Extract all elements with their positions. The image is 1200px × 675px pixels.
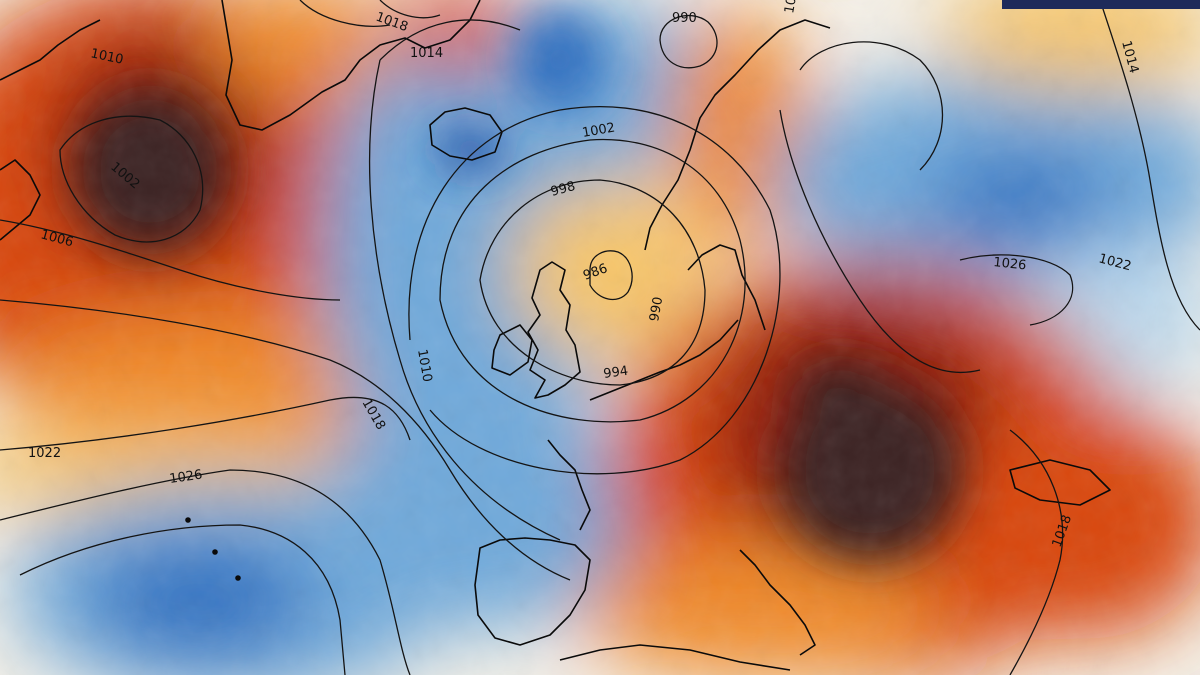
coast-labrador — [0, 19, 101, 241]
isobar-line — [439, 138, 746, 423]
island-azores-1 — [212, 549, 218, 555]
isobar-label: 1022 — [28, 446, 61, 461]
isobar-line — [1009, 429, 1064, 675]
coastlines — [0, 0, 1111, 671]
corner-tab — [1002, 0, 1200, 9]
coast-north-africa — [559, 644, 791, 671]
island-azores-3 — [185, 517, 191, 523]
coast-iceland — [429, 107, 503, 161]
isobar-line — [0, 396, 411, 451]
isobar-line — [959, 254, 1074, 326]
coast-britain — [527, 261, 581, 399]
isobar-line — [299, 0, 441, 27]
coast-france — [547, 439, 591, 531]
isobar-line — [0, 219, 341, 301]
coast-greenland — [221, 0, 481, 131]
isobar-label: 994 — [602, 364, 629, 382]
isobar-label: 990 — [672, 11, 697, 26]
isobar-label: 1002 — [581, 120, 616, 141]
coast-ireland — [491, 324, 533, 376]
isobar-label: 1026 — [993, 255, 1027, 273]
isobar-label: 998 — [549, 179, 577, 200]
coast-scandinavia — [644, 19, 831, 331]
coast-italy — [739, 549, 816, 656]
isobar-line — [479, 179, 706, 386]
isobar-line — [0, 469, 411, 675]
isobar-line — [408, 106, 781, 475]
isobar-label: 990 — [647, 296, 666, 323]
isobar-label: 1026 — [168, 468, 203, 487]
isobar-label: 1010 — [89, 46, 124, 68]
isobar-label: 1006 — [782, 0, 803, 15]
coast-iberia — [474, 537, 591, 646]
isobar-line — [19, 524, 346, 675]
isobar-line — [589, 250, 633, 301]
isobar-line — [0, 299, 571, 581]
isobar-line — [659, 14, 718, 69]
isobar-label: 1014 — [410, 46, 443, 61]
isobar-line — [59, 115, 204, 243]
isobar-line — [1099, 0, 1200, 331]
coast-black-sea — [1009, 459, 1111, 506]
isobar-line — [779, 41, 981, 374]
isobar-label: 1010 — [414, 348, 435, 383]
island-azores-2 — [235, 575, 241, 581]
isobar-line — [368, 19, 561, 541]
